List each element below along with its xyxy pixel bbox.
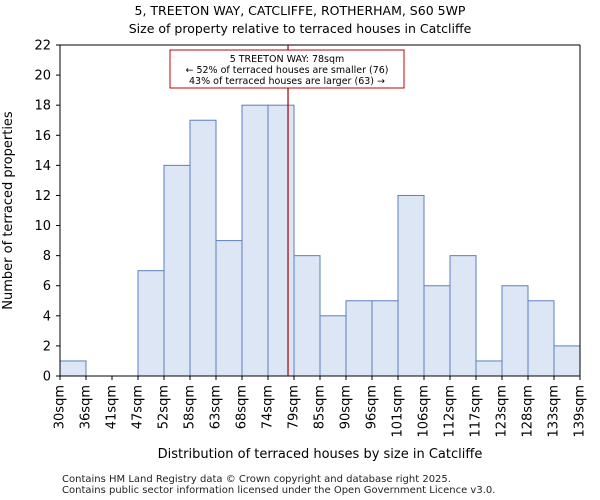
x-tick-label: 68sqm: [235, 385, 250, 429]
x-tick-label: 106sqm: [417, 385, 432, 438]
y-tick-label: 0: [43, 370, 51, 385]
bar-58sqm: [189, 119, 217, 377]
annotation-box: [169, 49, 405, 89]
bar-133sqm: [553, 345, 581, 377]
footer-copyright: Contains HM Land Registry data © Crown c…: [62, 474, 451, 485]
y-tick-label: 22: [34, 39, 51, 54]
x-tick-label: 58sqm: [183, 385, 198, 429]
bar-79sqm: [293, 255, 321, 377]
y-tick-label: 6: [43, 279, 51, 294]
y-tick-label: 12: [34, 189, 51, 204]
annotation-line3: 43% of terraced houses are larger (63) →: [189, 76, 385, 87]
bar-101sqm: [397, 194, 425, 377]
x-tick-label: 139sqm: [573, 385, 588, 438]
x-tick-label: 128sqm: [521, 385, 536, 438]
footer-licence: Contains public sector information licen…: [62, 485, 496, 496]
x-tick-label: 96sqm: [365, 385, 380, 429]
y-tick-label: 18: [34, 99, 51, 114]
y-tick-label: 16: [34, 129, 51, 144]
y-tick-label: 20: [34, 69, 51, 84]
bar-90sqm: [345, 300, 373, 377]
y-axis-title: Number of terraced properties: [1, 111, 16, 310]
y-tick-label: 4: [43, 309, 51, 324]
chart-title-address: 5, TREETON WAY, CATCLIFFE, ROTHERHAM, S6…: [134, 3, 466, 18]
x-tick-label: 117sqm: [469, 385, 484, 438]
y-tick-label: 14: [34, 159, 51, 174]
x-tick-label: 52sqm: [157, 385, 172, 429]
bar-74sqm: [267, 104, 295, 377]
bar-128sqm: [527, 300, 555, 377]
y-tick-label: 10: [34, 219, 51, 234]
x-tick-label: 74sqm: [261, 385, 276, 429]
bar-117sqm: [475, 360, 503, 377]
chart-title-subtitle: Size of property relative to terraced ho…: [128, 21, 472, 36]
x-tick-label: 85sqm: [313, 385, 328, 429]
y-tick-label: 8: [43, 249, 51, 264]
x-tick-label: 112sqm: [443, 385, 458, 438]
x-tick-label: 63sqm: [209, 385, 224, 429]
bar-47sqm: [137, 270, 165, 377]
bar-30sqm: [59, 360, 87, 377]
bar-96sqm: [371, 300, 399, 377]
x-tick-label: 123sqm: [495, 385, 510, 438]
x-tick-label: 133sqm: [547, 385, 562, 438]
bar-68sqm: [241, 104, 269, 377]
bar-123sqm: [501, 285, 529, 377]
x-tick-label: 47sqm: [131, 385, 146, 429]
x-tick-label: 36sqm: [79, 385, 94, 429]
bar-63sqm: [215, 240, 243, 377]
x-tick-label: 90sqm: [339, 385, 354, 429]
bar-106sqm: [423, 285, 451, 377]
annotation-line2: ← 52% of terraced houses are smaller (76…: [185, 65, 388, 76]
x-tick-label: 41sqm: [105, 385, 120, 429]
bar-52sqm: [163, 164, 191, 377]
bar-112sqm: [449, 255, 477, 377]
x-axis-title: Distribution of terraced houses by size …: [158, 447, 483, 462]
y-tick-label: 2: [43, 339, 51, 354]
x-tick-label: 79sqm: [287, 385, 302, 429]
annotation-line1: 5 TREETON WAY: 78sqm: [230, 54, 345, 65]
x-tick-label: 30sqm: [53, 385, 68, 429]
bar-85sqm: [319, 315, 347, 377]
x-tick-label: 101sqm: [391, 385, 406, 438]
